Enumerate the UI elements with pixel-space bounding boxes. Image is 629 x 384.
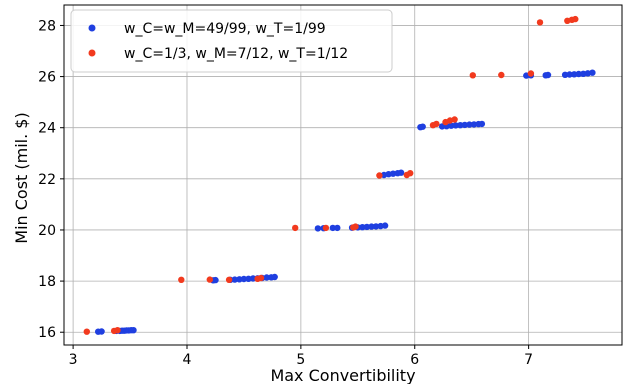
data-point-series-1 [240,275,248,283]
data-point-series-1 [575,70,582,78]
legend-label-series-1: w_C=w_M=49/99, w_T=1/99 [124,21,326,37]
y-axis-label: Min Cost (mil. $) [12,112,31,243]
data-point-series-2 [498,71,505,79]
y-tick-label: 18 [38,274,56,290]
x-axis-label: Max Convertibility [270,366,415,384]
data-point-series-1 [368,223,375,230]
data-point-series-1 [329,224,336,232]
data-point-series-1 [130,327,137,334]
data-point-series-1 [212,276,219,284]
data-point-series-2 [83,328,91,335]
data-point-series-1 [381,222,389,229]
data-point-series-2 [433,120,440,128]
data-point-series-2 [322,224,330,232]
data-point-series-1 [589,69,596,76]
data-point-series-2 [257,274,265,282]
data-point-series-2 [451,116,458,123]
data-point-series-1 [419,123,426,130]
data-points [83,15,596,335]
data-point-series-1 [98,328,105,335]
x-tick-label: 5 [296,352,305,368]
y-tick-label: 26 [38,70,56,86]
x-tick-label: 3 [69,352,78,368]
data-point-series-1 [461,121,468,129]
x-tick-label: 6 [410,352,419,368]
data-point-series-2 [376,172,383,179]
data-point-series-1 [566,71,573,78]
data-point-series-1 [372,223,380,230]
legend-box [70,9,393,73]
legend-marker-series-2 [88,49,96,57]
y-tick-label: 28 [38,18,56,34]
x-tick-label: 7 [524,352,533,368]
data-point-series-1 [438,123,446,130]
legend-marker-series-1 [88,24,96,32]
data-point-series-2 [572,15,579,23]
data-point-series-2 [178,276,185,283]
data-point-series-1 [452,122,459,129]
legend-label-series-2: w_C=1/3, w_M=7/12, w_T=1/12 [124,46,348,62]
data-point-series-1 [363,223,371,231]
data-point-series-2 [206,276,213,283]
x-tick-label: 4 [183,352,192,368]
data-point-series-1 [466,121,473,128]
y-tick-label: 24 [38,121,56,137]
data-point-series-2 [536,19,544,26]
data-point-series-2 [407,170,414,177]
y-tick-label: 16 [38,325,56,341]
y-tick-label: 22 [38,172,56,188]
data-point-series-2 [225,276,233,283]
data-point-series-1 [231,276,238,283]
data-point-series-1 [478,120,486,128]
data-point-series-2 [114,327,121,334]
legend: w_C=w_M=49/99, w_T=1/99 w_C=1/3, w_M=7/1… [70,9,393,73]
data-point-series-1 [544,71,552,79]
data-point-series-1 [334,224,341,232]
data-point-series-1 [314,225,322,232]
data-point-series-1 [397,169,405,176]
data-point-series-1 [249,275,257,282]
data-point-series-1 [271,273,278,281]
data-point-series-1 [263,274,270,281]
y-tick-label: 20 [38,223,56,239]
data-point-series-2 [352,223,359,230]
data-point-series-2 [469,72,476,79]
axis-ticks: 3 4 5 6 7 16 18 20 22 24 26 28 [38,18,533,368]
data-point-series-2 [527,70,535,77]
data-point-series-2 [292,224,299,232]
plot-frame [63,4,623,346]
